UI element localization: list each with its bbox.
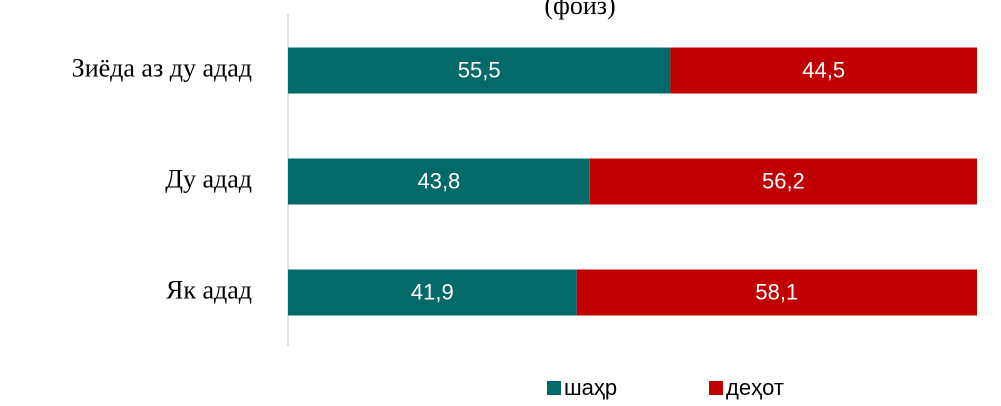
bar	[288, 158, 590, 205]
data-label: 44,5	[802, 57, 845, 82]
legend-swatch	[709, 381, 723, 395]
y-tick-label: Зиёда аз ду адад	[72, 53, 252, 82]
bar	[576, 269, 977, 316]
data-label: 41,9	[411, 279, 454, 304]
data-label: 43,8	[417, 168, 460, 193]
bar	[670, 47, 977, 94]
bar	[589, 158, 977, 205]
legend-swatch	[547, 381, 561, 395]
legend-label: шаҳр	[564, 375, 617, 400]
chart-title: (фоиз)	[544, 0, 615, 20]
bar	[288, 47, 671, 94]
data-label: 58,1	[755, 279, 798, 304]
data-label: 56,2	[762, 168, 805, 193]
legend-label: деҳот	[726, 375, 784, 400]
y-tick-label: Як адад	[166, 275, 252, 304]
data-label: 55,5	[458, 57, 501, 82]
y-tick-label: Ду адад	[165, 164, 252, 193]
bar	[288, 269, 577, 316]
